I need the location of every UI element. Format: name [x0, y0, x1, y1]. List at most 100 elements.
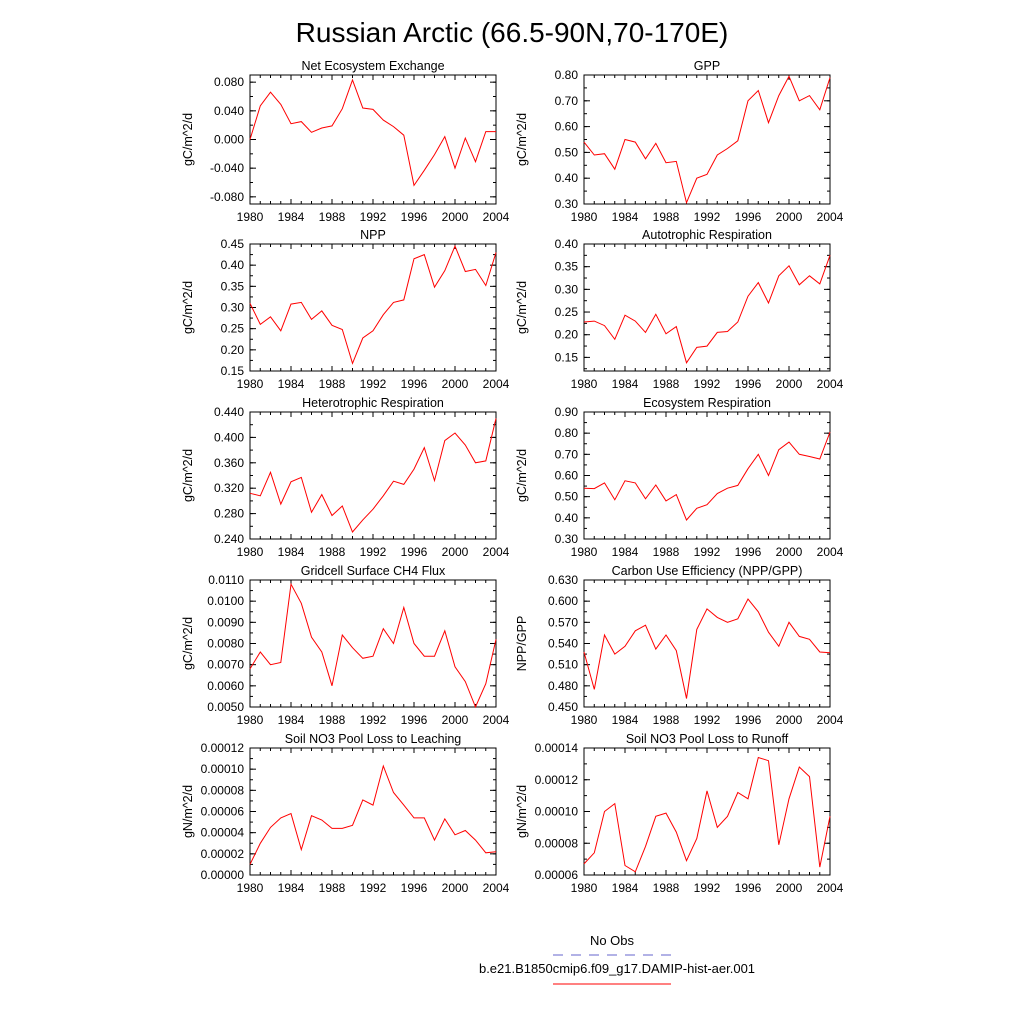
y-tick-label: 0.15	[555, 350, 579, 364]
y-tick-label: 0.80	[555, 426, 579, 440]
y-tick-label: 0.30	[555, 532, 579, 546]
y-tick-label: 0.280	[214, 507, 244, 521]
plot-frame	[249, 74, 497, 205]
plot-frame	[249, 243, 497, 372]
panel-title: Soil NO3 Pool Loss to Leaching	[285, 732, 462, 746]
plot-frame	[249, 747, 497, 876]
x-tick-label: 1988	[653, 881, 680, 895]
panel-grid: Net Ecosystem Exchange gC/m^2/d 1980 1984 19…	[181, 59, 844, 895]
panel-10: Soil NO3 Pool Loss to Runoff gN/m^2/d 1980…	[515, 732, 844, 895]
x-tick-label: 1988	[653, 713, 680, 727]
y-tick-label: 0.00012	[535, 773, 579, 787]
x-tick-label: 1988	[653, 377, 680, 391]
x-tick-label: 2004	[817, 545, 844, 559]
legend: No Obs b.e21.B1850cmip6.f09_g17.DAMIP-hi…	[479, 933, 755, 985]
x-tick-label: 2000	[442, 881, 469, 895]
y-tick-label: 0.0070	[207, 658, 244, 672]
y-tick-label: 0.00000	[201, 868, 245, 882]
x-tick-label: 1984	[612, 377, 639, 391]
y-tick-label: 0.00012	[201, 741, 245, 755]
x-tick-label: 1980	[571, 377, 598, 391]
y-tick-label: 0.0060	[207, 679, 244, 693]
x-tick-label: 2004	[483, 713, 510, 727]
x-tick-label: 2004	[817, 210, 844, 224]
x-tick-label: 1988	[653, 210, 680, 224]
y-axis-label: gC/m^2/d	[515, 113, 529, 166]
y-tick-label: 0.70	[555, 94, 579, 108]
x-tick-label: 1988	[319, 210, 346, 224]
y-tick-label: 0.630	[548, 573, 578, 587]
y-tick-label: 0.20	[555, 328, 579, 342]
series-line	[583, 75, 831, 205]
plot-frame	[583, 74, 831, 205]
panel-9: Soil NO3 Pool Loss to Leaching gN/m^2/d 19…	[181, 732, 510, 895]
series-line	[583, 255, 831, 364]
series-line	[249, 244, 497, 365]
y-tick-label: 0.00010	[535, 805, 579, 819]
y-tick-label: 0.40	[555, 511, 579, 525]
x-tick-label: 1992	[694, 881, 721, 895]
x-tick-label: 1984	[278, 377, 305, 391]
panel-title: Heterotrophic Respiration	[302, 396, 444, 410]
panel-title: GPP	[694, 59, 720, 73]
y-tick-label: 0.450	[548, 700, 578, 714]
plot-frame	[583, 411, 831, 540]
y-tick-label: 0.480	[548, 679, 578, 693]
x-tick-label: 1996	[735, 713, 762, 727]
x-tick-label: 2000	[776, 545, 803, 559]
y-tick-label: 0.0090	[207, 615, 244, 629]
y-tick-label: 0.360	[214, 456, 244, 470]
x-tick-label: 2000	[776, 377, 803, 391]
x-tick-label: 2004	[817, 713, 844, 727]
y-tick-label: 0.60	[555, 120, 579, 134]
x-tick-label: 1980	[237, 545, 264, 559]
figure-title: Russian Arctic (66.5-90N,70-170E)	[296, 17, 729, 48]
x-tick-label: 1980	[571, 210, 598, 224]
panel-title: Carbon Use Efficiency (NPP/GPP)	[612, 564, 803, 578]
x-tick-label: 1984	[278, 545, 305, 559]
x-tick-label: 1980	[237, 881, 264, 895]
panel-6: Ecosystem Respiration gC/m^2/d 1980 1984 198…	[515, 396, 844, 559]
y-tick-label: 0.0080	[207, 637, 244, 651]
y-tick-label: 0.40	[555, 171, 579, 185]
x-tick-label: 1992	[360, 881, 387, 895]
panel-8: Carbon Use Efficiency (NPP/GPP) NPP/GPP 19…	[515, 564, 844, 727]
x-tick-label: 1996	[401, 713, 428, 727]
x-tick-label: 1992	[694, 377, 721, 391]
panel-1: Net Ecosystem Exchange gC/m^2/d 1980 1984 19…	[181, 59, 510, 224]
x-tick-label: 1992	[694, 210, 721, 224]
y-tick-label: 0.0100	[207, 594, 244, 608]
panel-title: Net Ecosystem Exchange	[301, 59, 444, 73]
x-tick-label: 1980	[571, 881, 598, 895]
x-tick-label: 1992	[694, 713, 721, 727]
y-tick-label: 0.400	[214, 430, 244, 444]
x-tick-label: 2000	[776, 713, 803, 727]
y-tick-label: 0.15	[221, 364, 245, 378]
y-tick-label: 0.25	[221, 322, 245, 336]
y-axis-label: gC/m^2/d	[181, 449, 195, 502]
y-tick-label: 0.00006	[201, 805, 245, 819]
y-axis-label: gC/m^2/d	[181, 617, 195, 670]
panel-title: NPP	[360, 228, 386, 242]
y-tick-label: 0.30	[221, 301, 245, 315]
series-line	[249, 78, 496, 187]
y-tick-label: 0.35	[221, 279, 245, 293]
series-line	[583, 598, 831, 699]
x-tick-label: 1988	[319, 377, 346, 391]
y-tick-label: 0.40	[221, 258, 245, 272]
y-tick-label: 0.0050	[207, 700, 244, 714]
x-tick-label: 2004	[483, 210, 510, 224]
panel-2: GPP gC/m^2/d 1980 1984 1988 1992 1996 2000 2004 0…	[515, 59, 844, 224]
x-tick-label: 2004	[483, 377, 510, 391]
y-tick-label: 0.90	[555, 405, 579, 419]
plot-frame	[583, 579, 831, 708]
x-tick-label: 2000	[442, 210, 469, 224]
plot-frame	[583, 243, 831, 372]
y-axis-label: gC/m^2/d	[515, 281, 529, 334]
x-tick-label: 1992	[694, 545, 721, 559]
x-tick-label: 1980	[237, 210, 264, 224]
y-tick-label: 0.00008	[201, 783, 245, 797]
x-tick-label: 1984	[612, 210, 639, 224]
y-tick-label: 0.00006	[535, 868, 579, 882]
